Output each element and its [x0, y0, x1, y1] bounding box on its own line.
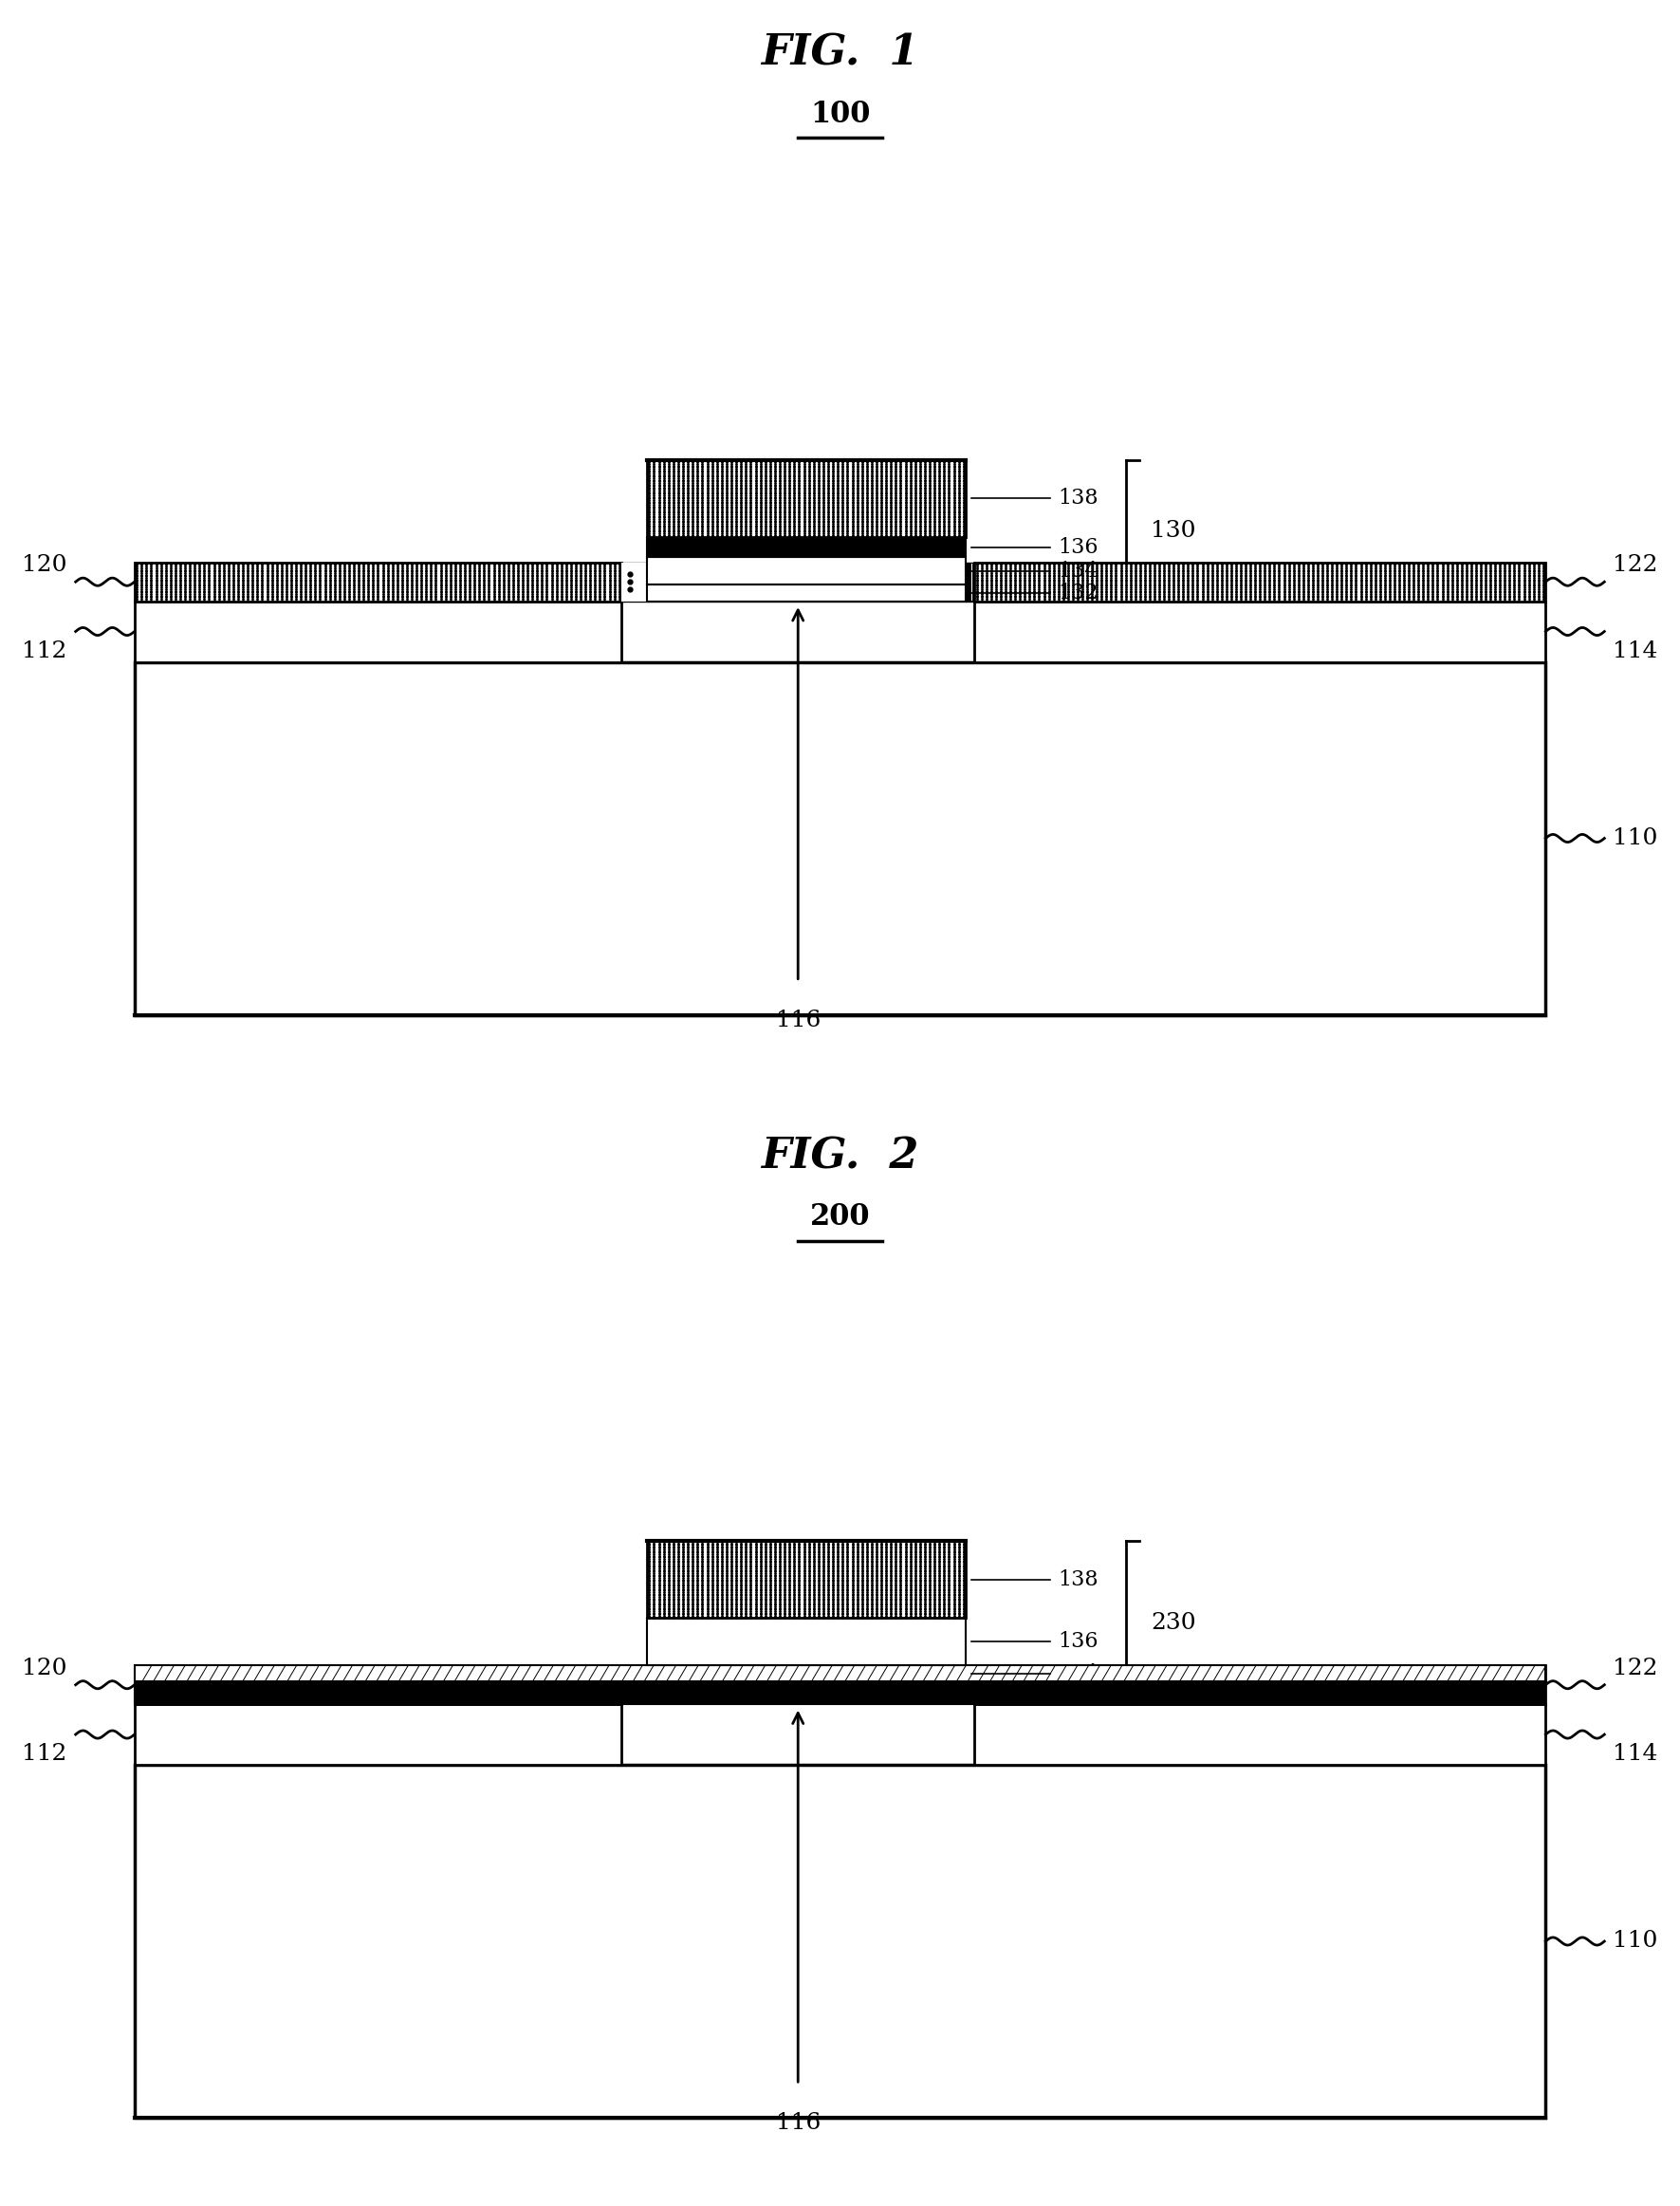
Text: 200: 200	[810, 1202, 870, 1231]
Text: 230: 230	[1151, 1613, 1196, 1632]
Text: 100: 100	[810, 99, 870, 128]
Text: 136: 136	[1058, 1632, 1099, 1652]
Text: 122: 122	[1613, 554, 1658, 576]
Text: 138: 138	[1058, 1568, 1099, 1591]
Bar	[647, 1619, 966, 1666]
Bar	[647, 556, 966, 585]
Text: 112: 112	[22, 1743, 67, 1765]
Bar	[647, 585, 966, 600]
Text: 120: 120	[22, 1657, 67, 1679]
Text: FIG.  1: FIG. 1	[761, 33, 919, 73]
Bar	[974, 1666, 1546, 1703]
Text: 116: 116	[776, 1010, 820, 1030]
Text: 122: 122	[1613, 1657, 1658, 1679]
Text: 130: 130	[1151, 521, 1196, 540]
Bar	[647, 461, 966, 538]
Bar	[974, 600, 1546, 662]
Bar	[134, 563, 622, 600]
Bar	[134, 1703, 622, 1765]
Bar	[134, 1666, 1546, 1681]
Bar	[134, 662, 1546, 1015]
Text: 116: 116	[776, 2113, 820, 2133]
Text: 110: 110	[1613, 1930, 1658, 1952]
Text: 114: 114	[1613, 1743, 1658, 1765]
Text: 234: 234	[1058, 1663, 1099, 1683]
Text: 132: 132	[1058, 582, 1099, 602]
Bar	[647, 1540, 966, 1619]
Text: FIG.  2: FIG. 2	[761, 1136, 919, 1176]
Text: 114: 114	[1613, 640, 1658, 662]
Bar	[134, 1681, 1546, 1703]
Bar	[974, 1703, 1546, 1765]
Text: 138: 138	[1058, 488, 1099, 510]
Text: 232: 232	[1058, 1683, 1099, 1703]
Bar	[622, 563, 974, 600]
Text: 120: 120	[22, 554, 67, 576]
Text: 112: 112	[22, 640, 67, 662]
Bar	[974, 563, 1546, 600]
Bar	[647, 538, 966, 556]
Bar	[134, 1765, 1546, 2118]
Bar	[134, 1666, 622, 1703]
Text: 136: 136	[1058, 536, 1099, 558]
Text: 110: 110	[1613, 827, 1658, 849]
Text: 134: 134	[1058, 560, 1099, 580]
Bar	[622, 563, 699, 600]
Bar	[134, 600, 622, 662]
